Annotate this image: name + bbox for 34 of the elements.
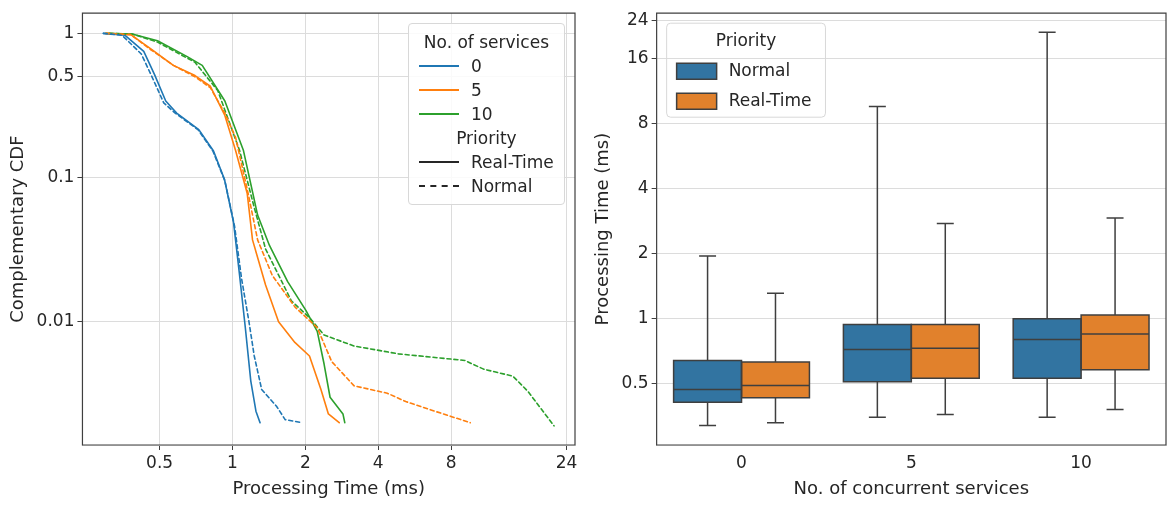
y-tick-label: 4 — [637, 177, 649, 198]
x-tick-label: 10 — [1070, 451, 1092, 472]
legend-label: Normal — [728, 59, 791, 80]
y-tick-label: 0.5 — [47, 65, 75, 86]
y-axis-title: Complementary CDF — [6, 135, 28, 323]
legend-label: 0 — [471, 55, 482, 79]
x-axis-title: Processing Time (ms) — [232, 476, 426, 498]
legend-label: Real-Time — [728, 89, 812, 110]
y-tick-label: 1 — [63, 21, 75, 42]
legend-label: 5 — [471, 79, 482, 103]
y-tick-label: 0.5 — [621, 372, 649, 393]
y-tick-label: 0.1 — [47, 166, 75, 187]
x-tick-label: 5 — [905, 451, 917, 472]
x-tick-label: 1 — [227, 451, 238, 472]
y-tick-label: 24 — [626, 9, 649, 30]
x-tick-label: 8 — [445, 451, 457, 472]
x-tick-label: 0 — [736, 451, 747, 472]
x-tick-label: 4 — [372, 451, 384, 472]
annotation: Priority — [455, 127, 518, 151]
y-tick-label: 1 — [637, 307, 649, 328]
x-tick-label: 2 — [299, 451, 311, 472]
y-axis-title: Processing Time (ms) — [591, 132, 613, 326]
x-tick-label: 24 — [555, 451, 578, 472]
y-tick-label: 8 — [637, 112, 649, 133]
y-tick-label: 16 — [626, 47, 649, 68]
y-tick-label: 2 — [637, 242, 649, 263]
annotation: Normal — [471, 175, 533, 199]
annotation: Real-Time — [471, 151, 554, 175]
legend-title: Priority — [715, 29, 777, 50]
legend-title: No. of services — [422, 31, 550, 55]
x-axis-title: No. of concurrent services — [793, 476, 1030, 498]
legend-label: 10 — [471, 103, 493, 127]
y-tick-label: 0.01 — [36, 310, 75, 331]
x-tick-label: 0.5 — [146, 451, 174, 472]
